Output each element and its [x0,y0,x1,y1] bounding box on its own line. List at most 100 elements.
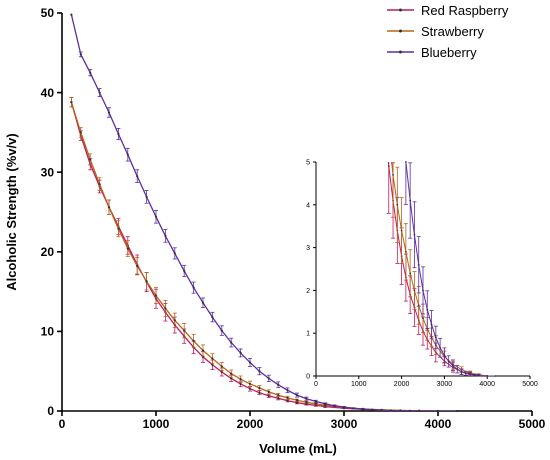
main-series-line [70,14,457,411]
inset-data-point [396,203,399,206]
main-y-tick-label: 0 [47,404,54,418]
inset-data-point [400,229,403,232]
main-x-tick-label: 3000 [331,417,358,431]
main-series-line [70,102,439,411]
main-data-point [70,13,73,16]
main-data-point [79,131,82,134]
inset-y-tick-label: 5 [306,159,310,166]
main-data-point [230,341,233,344]
main-data-point [79,53,82,56]
main-data-point [201,301,205,304]
inset-data-point [392,173,394,176]
main-data-point [70,101,73,104]
inset-data-point [443,354,446,357]
inset-series-line [405,162,496,376]
inset-series-blueberry [403,161,497,377]
main-data-point [352,407,355,410]
legend-marker [399,29,402,33]
main-x-tick-label: 5000 [519,417,546,431]
main-data-point [277,397,280,400]
main-data-point [211,357,214,360]
main-data-point [201,349,205,352]
main-data-point [211,363,214,366]
inset-x-tick-label: 5000 [522,381,538,388]
main-data-point [305,397,308,400]
main-data-point [117,132,120,136]
inset-y-tick-label: 4 [306,202,310,209]
x-axis-label: Volume (mL) [259,441,337,456]
main-data-point [192,286,195,289]
inset-y-tick-label: 0 [306,373,310,380]
main-data-point [286,399,289,402]
main-data-point [173,319,176,322]
inset-data-point [426,308,429,311]
main-data-point [126,153,129,156]
inset-data-point [494,375,497,377]
main-y-tick-label: 40 [41,86,55,100]
inset-background [317,162,531,376]
main-data-point [117,227,120,230]
main-data-point [248,361,252,364]
main-x-tick-label: 4000 [425,417,452,431]
main-data-point [436,409,440,413]
legend-label: Strawberry [421,24,484,39]
main-data-point [314,402,317,405]
main-data-point [333,404,336,407]
main-data-point [324,402,327,405]
main-data-point [230,377,233,380]
main-data-point [239,351,242,354]
main-data-point [136,175,139,178]
main-data-point [380,409,383,412]
main-data-point [455,409,458,413]
main-data-point [361,407,364,411]
inset-data-point [452,364,454,367]
main-data-point [154,215,158,218]
main-data-point [258,370,261,373]
main-data-point [98,183,101,186]
inset-x-tick-label: 3000 [437,381,453,388]
main-data-point [314,400,317,403]
inset-data-point [469,373,471,376]
main-data-point [107,111,111,114]
main-y-tick-label: 30 [41,165,55,179]
main-data-point [267,390,270,393]
main-data-point [277,393,280,397]
main-y-tick-label: 10 [41,325,55,339]
main-data-point [239,378,242,381]
main-data-point [248,387,252,390]
inset-data-point [439,346,442,349]
inset-y-tick-label: 3 [306,245,310,252]
main-data-point [389,409,393,412]
inset-data-point [473,374,476,377]
main-data-point [220,365,223,368]
inset-x-tick-label: 0 [314,381,318,388]
main-x-tick-label: 1000 [143,417,170,431]
inset-x-tick-label: 2000 [394,381,410,388]
inset-data-point [413,233,416,236]
main-data-point [220,370,223,374]
main-series-blueberry [70,13,458,413]
main-series-strawberry [69,96,440,413]
inset-x-tick-label: 4000 [479,381,495,388]
inset-data-point [404,161,407,163]
inset-data-point [409,199,412,202]
main-data-point [267,394,270,397]
main-data-point [154,294,158,297]
main-data-point [239,382,242,386]
inset-data-point [417,263,420,266]
main-data-point [248,382,252,386]
main-y-tick-label: 50 [41,6,55,20]
inset-data-point [417,304,420,307]
legend-label: Blueberry [421,45,477,60]
main-data-point [183,269,186,273]
main-data-point [220,329,223,332]
main-data-point [89,158,92,161]
inset-data-point [409,272,412,275]
main-data-point [305,403,308,406]
legend-marker [399,50,402,54]
main-data-point [126,247,129,250]
inset-y-tick-label: 2 [306,288,310,295]
inset-x-tick-label: 1000 [351,381,367,388]
